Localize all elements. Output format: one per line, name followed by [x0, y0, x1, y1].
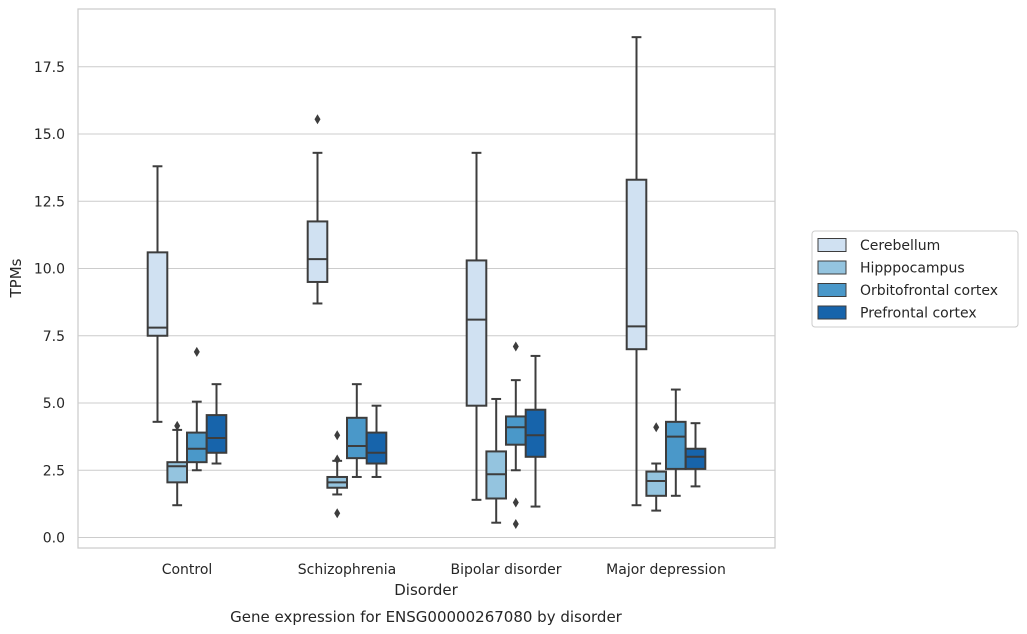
legend-item: Prefrontal cortex [817, 305, 977, 322]
iqr-box [645, 470, 668, 497]
legend-item: Orbitofrontal cortex [817, 283, 998, 299]
iqr-box [186, 431, 208, 464]
legend-swatch [817, 238, 847, 252]
box-4-3 [524, 354, 547, 508]
y-tick-label: 17.5 [34, 60, 65, 76]
iqr-box [524, 408, 547, 458]
x-tick-label: Bipolar disorder [450, 562, 561, 578]
legend-swatch [817, 260, 847, 275]
box-3-4 [665, 388, 687, 497]
outlier-point [512, 519, 519, 530]
y-tick-label: 12.5 [34, 194, 65, 210]
legend-swatch [817, 283, 847, 297]
outlier-point [334, 454, 341, 465]
legend-item: Hipppocampus [817, 260, 965, 277]
iqr-box [465, 259, 488, 407]
y-tick-labels: 0.0 2.5 5.0 7.5 10.0 12.5 15.0 17.5 [34, 60, 65, 547]
iqr-box [205, 414, 228, 454]
iqr-box [346, 416, 368, 460]
box-1-4 [625, 36, 648, 507]
iqr-box [146, 251, 169, 337]
iqr-box [306, 220, 329, 283]
box-1-1 [146, 165, 169, 423]
x-tick-label: Schizophrenia [298, 562, 396, 578]
box-2-4 [645, 422, 668, 512]
iqr-box [505, 415, 527, 446]
iqr-box [166, 461, 188, 484]
y-tick-label: 2.5 [43, 463, 65, 479]
box-2-1 [166, 420, 188, 507]
iqr-box [684, 447, 707, 470]
x-tick-label: Major depression [606, 562, 726, 578]
box-1-2 [306, 114, 329, 305]
legend-label: Cerebellum [860, 238, 940, 254]
outlier-point [314, 114, 321, 125]
outlier-point [512, 341, 519, 352]
y-tick-label: 15.0 [34, 127, 65, 143]
x-tick-labels: Control Schizophrenia Bipolar disorder Majo… [162, 562, 726, 578]
box-4-4 [684, 422, 707, 488]
box-2-2 [326, 430, 348, 519]
legend-label: Orbitofrontal cortex [860, 283, 998, 299]
iqr-box [665, 420, 687, 470]
x-tick-label: Control [162, 562, 213, 578]
box-3-1 [186, 346, 208, 472]
outlier-point [512, 497, 519, 508]
legend: Cerebellum Hipppocampus Orbitofrontal cort… [811, 230, 1019, 328]
box-2-3 [485, 397, 507, 524]
outlier-point [653, 422, 660, 433]
legend-label: Prefrontal cortex [860, 306, 977, 322]
box-1-3 [465, 151, 488, 501]
iqr-box [365, 431, 388, 465]
outlier-point [193, 346, 200, 357]
box-3-2 [346, 383, 368, 478]
y-tick-label: 10.0 [34, 262, 65, 278]
outlier-point [334, 508, 341, 519]
legend-swatch [817, 305, 847, 320]
y-tick-label: 5.0 [43, 396, 65, 412]
legend-item: Cerebellum [817, 238, 940, 254]
y-tick-label: 0.0 [43, 531, 65, 547]
iqr-box [625, 178, 648, 351]
legend-label: Hipppocampus [860, 261, 965, 277]
outlier-point [174, 420, 181, 431]
box-4-2 [365, 404, 388, 478]
y-tick-label: 7.5 [43, 329, 65, 345]
box-4-1 [205, 383, 228, 465]
outlier-point [334, 430, 341, 441]
y-axis-label: TPMs [7, 258, 25, 298]
chart-title: Gene expression for ENSG00000267080 by d… [230, 608, 623, 626]
x-axis-label: Disorder [394, 581, 458, 599]
legend-frame [811, 230, 1019, 328]
boxes-layer [146, 36, 707, 530]
